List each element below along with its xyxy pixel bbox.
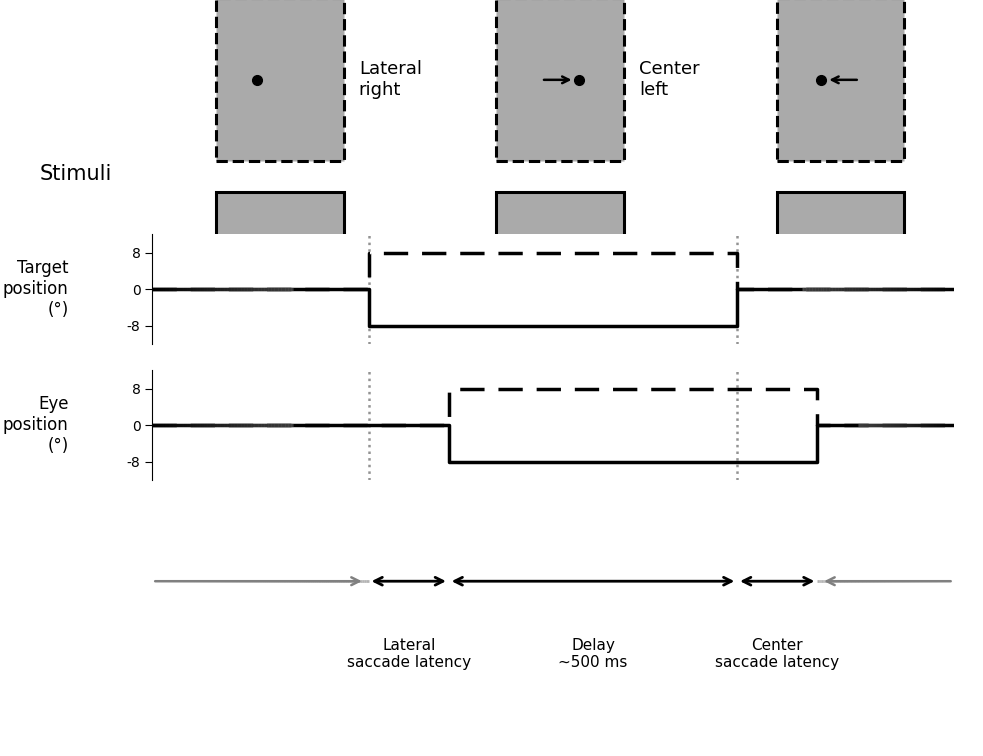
- Text: Delay
~500 ms: Delay ~500 ms: [558, 638, 628, 670]
- Bar: [496, 192, 624, 330]
- Text: Center
right: Center right: [639, 242, 700, 280]
- Text: Center
saccade latency: Center saccade latency: [716, 638, 839, 670]
- Text: Lateral
saccade latency: Lateral saccade latency: [347, 638, 471, 670]
- Y-axis label: Target
position
(°): Target position (°): [3, 259, 69, 319]
- Text: Center
left: Center left: [639, 60, 700, 99]
- Text: Stimuli: Stimuli: [39, 164, 112, 184]
- Bar: [777, 0, 904, 162]
- Bar: [216, 192, 344, 330]
- Bar: [216, 0, 344, 162]
- Text: Lateral
right: Lateral right: [359, 60, 422, 99]
- Bar: [496, 0, 624, 162]
- Y-axis label: Eye
position
(°): Eye position (°): [3, 395, 69, 455]
- Bar: [777, 192, 904, 330]
- Text: Lateral
left: Lateral left: [359, 242, 422, 280]
